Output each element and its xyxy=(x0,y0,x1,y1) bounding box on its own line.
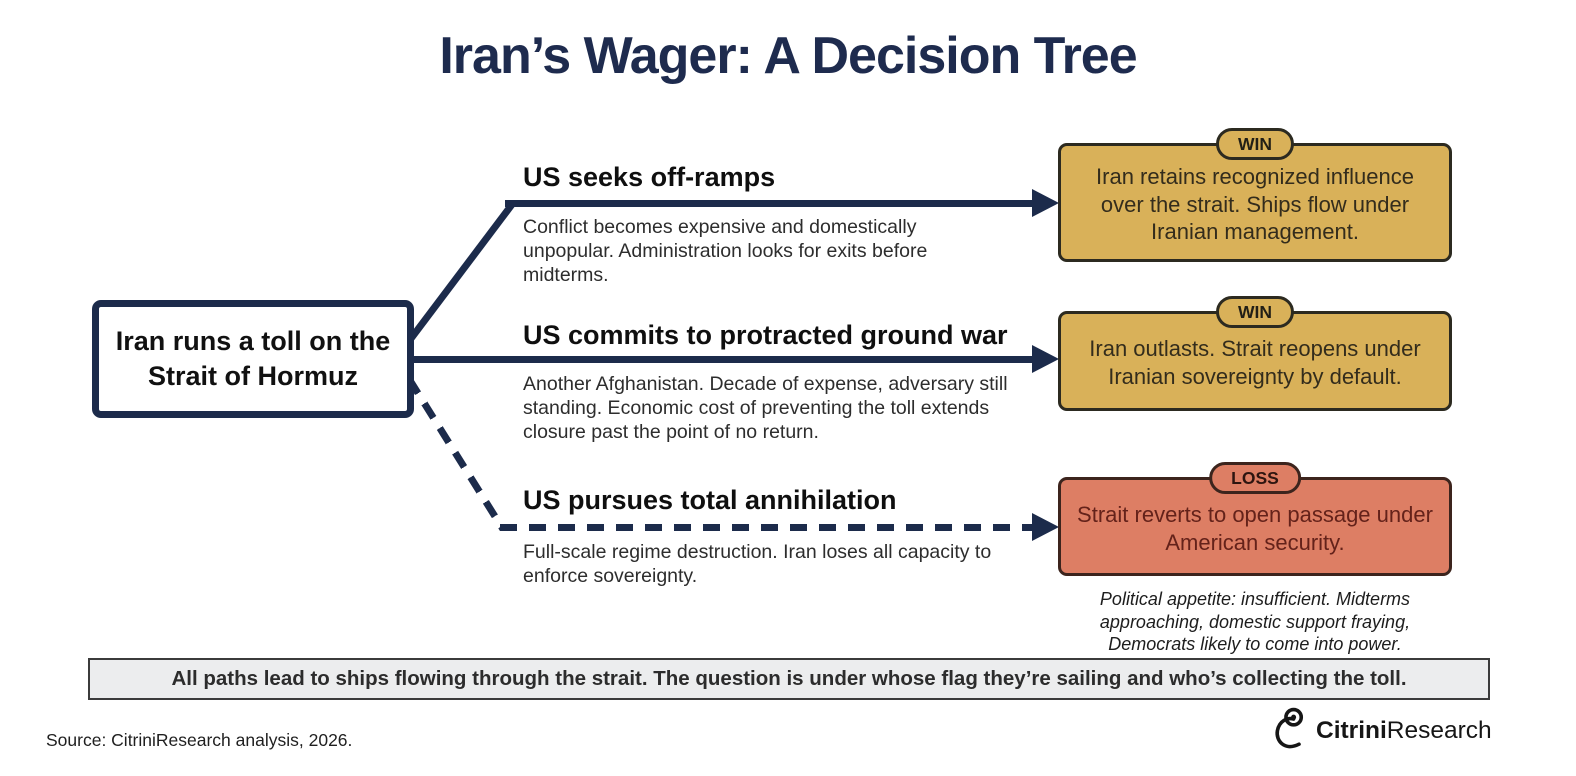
outcome-box-loss: LOSS Strait reverts to open passage unde… xyxy=(1058,462,1452,576)
loss-footnote: Political appetite: insufficient. Midter… xyxy=(1099,589,1411,655)
branch1-diagonal-line xyxy=(405,201,516,345)
outcome-box-win-2: WIN Iran outlasts. Strait reopens under … xyxy=(1058,296,1452,411)
branch3-horizontal-dashed-line xyxy=(500,524,1033,531)
source-caption: Source: CitriniResearch analysis, 2026. xyxy=(46,730,353,750)
branch1-arrowhead-icon xyxy=(1032,189,1059,217)
summary-banner: All paths lead to ships flowing through … xyxy=(88,658,1490,700)
branch1-horizontal-line xyxy=(505,200,1033,207)
outcome-text-1: Iran retains recognized influence over t… xyxy=(1096,163,1414,245)
branch3-diagonal-dashed-line xyxy=(406,377,506,531)
branch3-description: Full-scale regime destruction. Iran lose… xyxy=(523,541,992,588)
branch3-arrowhead-icon xyxy=(1032,513,1059,541)
outcome-text-2: Iran outlasts. Strait reopens under Iran… xyxy=(1089,336,1421,389)
branch3-label: US pursues total annihilation xyxy=(523,485,897,515)
logo-wordmark-bold: Citrini xyxy=(1316,716,1387,744)
branch2-description: Another Afghanistan. Decade of expense, … xyxy=(523,373,1008,444)
root-node-label: Iran runs a toll on the Strait of Hormuz xyxy=(115,326,391,391)
summary-banner-text: All paths lead to ships flowing through … xyxy=(171,667,1407,690)
branch2-arrowhead-icon xyxy=(1032,345,1059,373)
branch1-description: Conflict becomes expensive and domestica… xyxy=(523,216,928,287)
branch1-label: US seeks off-ramps xyxy=(523,162,776,192)
page-title: Iran’s Wager: A Decision Tree xyxy=(439,27,1137,85)
loss-badge: LOSS xyxy=(1209,462,1301,495)
branch2-label: US commits to protracted ground war xyxy=(523,320,1008,350)
outcome-text-3: Strait reverts to open passage under Ame… xyxy=(1077,501,1433,555)
win-badge-2: WIN xyxy=(1215,296,1295,329)
logo-wordmark: CitriniResearch xyxy=(1316,717,1492,745)
citrini-e-icon xyxy=(1272,706,1308,755)
outcome-box-win-1: WIN Iran retains recognized influence ov… xyxy=(1058,128,1452,262)
logo-wordmark-regular: Research xyxy=(1386,716,1492,744)
citrini-research-logo: CitriniResearch xyxy=(1272,706,1492,755)
root-node: Iran runs a toll on the Strait of Hormuz xyxy=(92,300,414,418)
branch2-horizontal-line xyxy=(408,356,1033,363)
win-badge-1: WIN xyxy=(1215,128,1295,161)
